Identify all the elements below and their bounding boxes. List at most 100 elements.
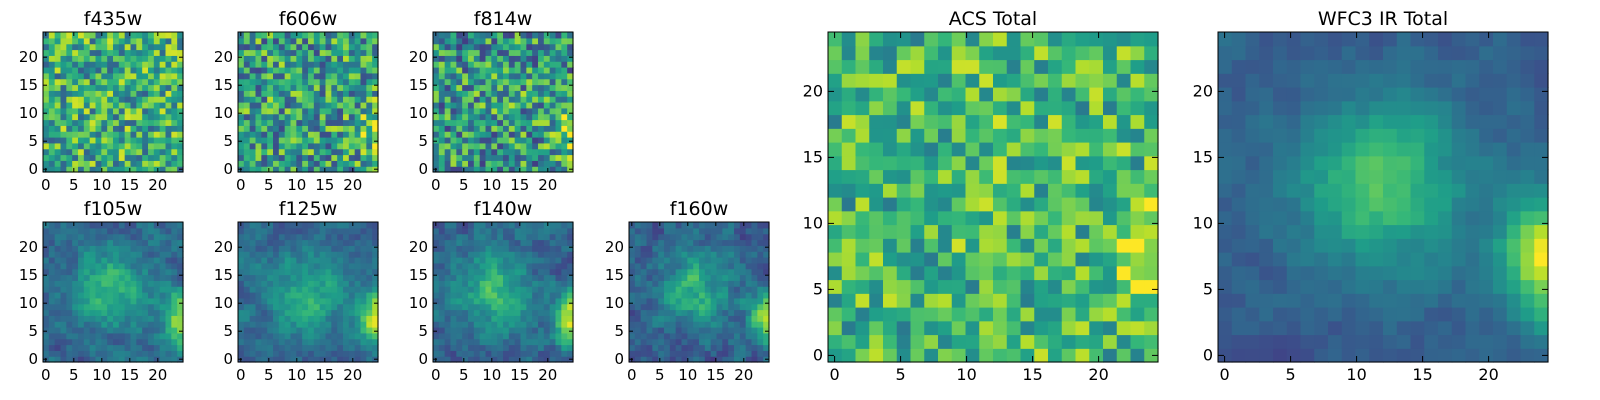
heatmap-cell	[910, 169, 925, 184]
heatmap-cell	[538, 222, 545, 229]
heatmap-cell	[118, 148, 126, 156]
heatmap-cell	[372, 227, 379, 235]
heatmap-cell	[658, 292, 665, 299]
heatmap-cell	[60, 166, 67, 173]
heatmap-cell	[938, 320, 953, 336]
heatmap-cell	[343, 321, 350, 328]
heatmap-cell	[48, 113, 56, 121]
heatmap-cell	[739, 297, 747, 305]
heatmap-cell	[520, 262, 527, 270]
heatmap-cell	[78, 262, 85, 270]
heatmap-cell	[130, 90, 137, 97]
heatmap-cell	[883, 197, 898, 212]
heatmap-cell	[640, 332, 648, 340]
heatmap-cell	[1075, 252, 1090, 267]
heatmap-cell	[1479, 348, 1494, 363]
heatmap-cell	[491, 286, 498, 293]
heatmap-cell	[508, 142, 516, 150]
heatmap-cell	[308, 166, 315, 173]
heatmap-cell	[722, 315, 729, 322]
heatmap-cell	[699, 268, 706, 276]
heatmap-cell	[43, 344, 50, 351]
heatmap-cell	[745, 262, 753, 270]
heatmap-cell	[993, 32, 1008, 47]
heatmap-cell	[142, 321, 149, 328]
heatmap-cell	[142, 49, 149, 56]
heatmap-cell	[331, 297, 338, 305]
heatmap-cell	[313, 262, 321, 270]
heatmap-cell	[148, 227, 155, 235]
heatmap-cell	[54, 338, 62, 346]
heatmap-cell	[72, 309, 79, 316]
heatmap-cell	[1048, 224, 1063, 239]
heatmap-cell	[153, 84, 161, 91]
heatmap-cell	[348, 297, 356, 305]
heatmap-cell	[468, 350, 475, 357]
heatmap-cell	[520, 96, 527, 103]
heatmap-cell	[438, 160, 446, 167]
heatmap-cell	[497, 67, 504, 74]
heatmap-cell	[343, 332, 350, 340]
heatmap-cell	[883, 210, 898, 226]
heatmap-cell	[261, 274, 268, 281]
heatmap-cell	[136, 148, 143, 156]
heatmap-cell	[629, 309, 636, 316]
heatmap-cell	[629, 332, 636, 340]
heatmap-cell	[118, 160, 126, 167]
heatmap-cell	[273, 37, 280, 45]
heatmap-cell	[348, 148, 356, 156]
heatmap-cell	[508, 327, 516, 334]
heatmap-cell	[284, 245, 292, 252]
heatmap-cell	[699, 292, 706, 299]
heatmap-cell	[177, 154, 184, 161]
heatmap-cell	[360, 61, 367, 68]
heatmap-cell	[48, 166, 56, 173]
heatmap-cell	[255, 309, 262, 316]
heatmap-cell	[841, 45, 857, 61]
heatmap-cell	[722, 303, 729, 311]
heatmap-cell	[261, 338, 268, 346]
heatmap-cell	[278, 309, 286, 316]
heatmap-cell	[243, 239, 251, 246]
heatmap-cell	[520, 315, 527, 322]
heatmap-cell	[302, 61, 309, 68]
heatmap-cell	[72, 222, 79, 229]
heatmap-cell	[284, 72, 292, 80]
heatmap-cell	[924, 348, 939, 363]
heatmap-cell	[520, 332, 527, 340]
heatmap-cell	[284, 239, 292, 246]
heatmap-cell	[479, 239, 487, 246]
heatmap-cell	[652, 222, 659, 229]
heatmap-cell	[130, 286, 137, 293]
heatmap-cell	[284, 137, 292, 144]
heatmap-cell	[348, 239, 356, 246]
heatmap-cell	[165, 286, 172, 293]
heatmap-cell	[366, 43, 373, 51]
heatmap-cell	[965, 100, 980, 116]
heatmap-cell	[520, 148, 527, 156]
heatmap-cell	[716, 309, 723, 316]
heatmap-cell	[532, 239, 539, 246]
heatmap-cell	[48, 251, 56, 258]
heatmap-cell	[78, 356, 85, 363]
heatmap-cell	[89, 332, 97, 340]
heatmap-cell	[514, 227, 522, 235]
heatmap-cell	[177, 131, 184, 138]
heatmap-cell	[538, 303, 545, 311]
heatmap-cell	[514, 67, 522, 74]
heatmap-cell	[664, 268, 671, 276]
y-tick-label: 5	[418, 132, 428, 150]
heatmap-cell	[171, 245, 178, 252]
heatmap-cell	[508, 309, 516, 316]
heatmap-cell	[66, 292, 73, 299]
heatmap-cell	[555, 32, 562, 39]
heatmap-cell	[366, 222, 373, 229]
heatmap-cell	[757, 251, 764, 258]
heatmap-cell	[89, 286, 97, 293]
heatmap-cell	[438, 137, 446, 144]
heatmap-cell	[255, 251, 262, 258]
heatmap-cell	[693, 309, 700, 316]
heatmap-cell	[993, 197, 1008, 212]
heatmap-cell	[165, 90, 172, 97]
